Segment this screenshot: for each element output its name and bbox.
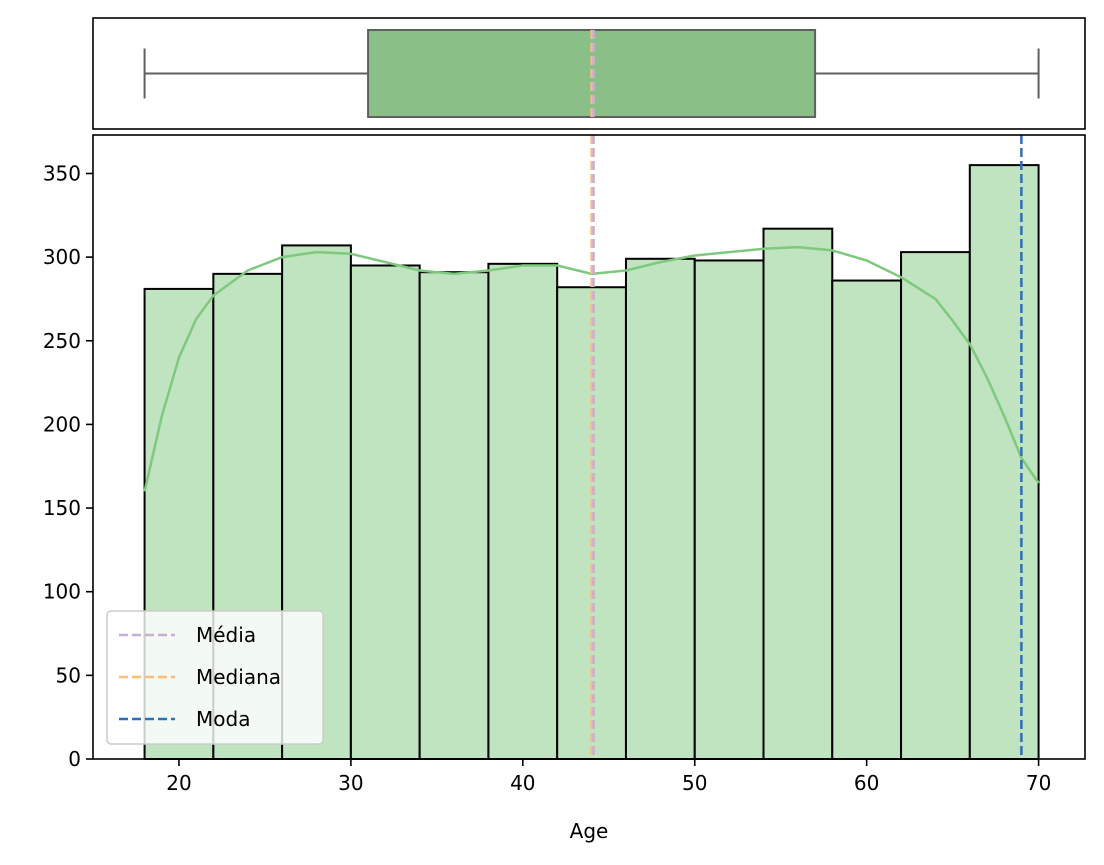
histogram-bar [418, 271, 490, 760]
x-tick-label: 70 [1026, 771, 1051, 795]
legend-box [106, 610, 324, 745]
legend-label: Média [196, 623, 256, 647]
y-tick-label: 250 [43, 329, 81, 353]
y-tick-label: 150 [43, 496, 81, 520]
y-tick-label: 200 [43, 412, 81, 436]
histogram-bar [831, 279, 903, 760]
y-tick-label: 100 [43, 580, 81, 604]
legend: Média Mediana Moda [106, 610, 324, 745]
histogram-bar [487, 262, 559, 760]
legend-label: Mediana [196, 665, 281, 689]
y-tick-label: 300 [43, 245, 81, 269]
legend-label: Moda [196, 707, 250, 731]
histogram-bar [762, 227, 834, 760]
x-axis-label: Age [570, 819, 609, 843]
histogram-frame [92, 134, 1086, 760]
x-tick-label: 50 [682, 771, 707, 795]
x-tick-label: 20 [166, 771, 191, 795]
histogram-bar [624, 257, 696, 760]
histogram-bar [693, 259, 765, 760]
boxplot-panel [92, 17, 1086, 130]
histogram-bar [968, 164, 1040, 760]
histogram-bar [349, 264, 421, 760]
y-tick-label: 50 [56, 663, 81, 687]
histogram-bar [900, 251, 971, 760]
y-tick-label: 0 [68, 747, 81, 771]
x-tick-label: 40 [510, 771, 535, 795]
kde-curve [143, 245, 1040, 492]
x-tick-label: 60 [854, 771, 879, 795]
x-tick-label: 30 [338, 771, 363, 795]
y-tick-label: 350 [43, 161, 81, 185]
